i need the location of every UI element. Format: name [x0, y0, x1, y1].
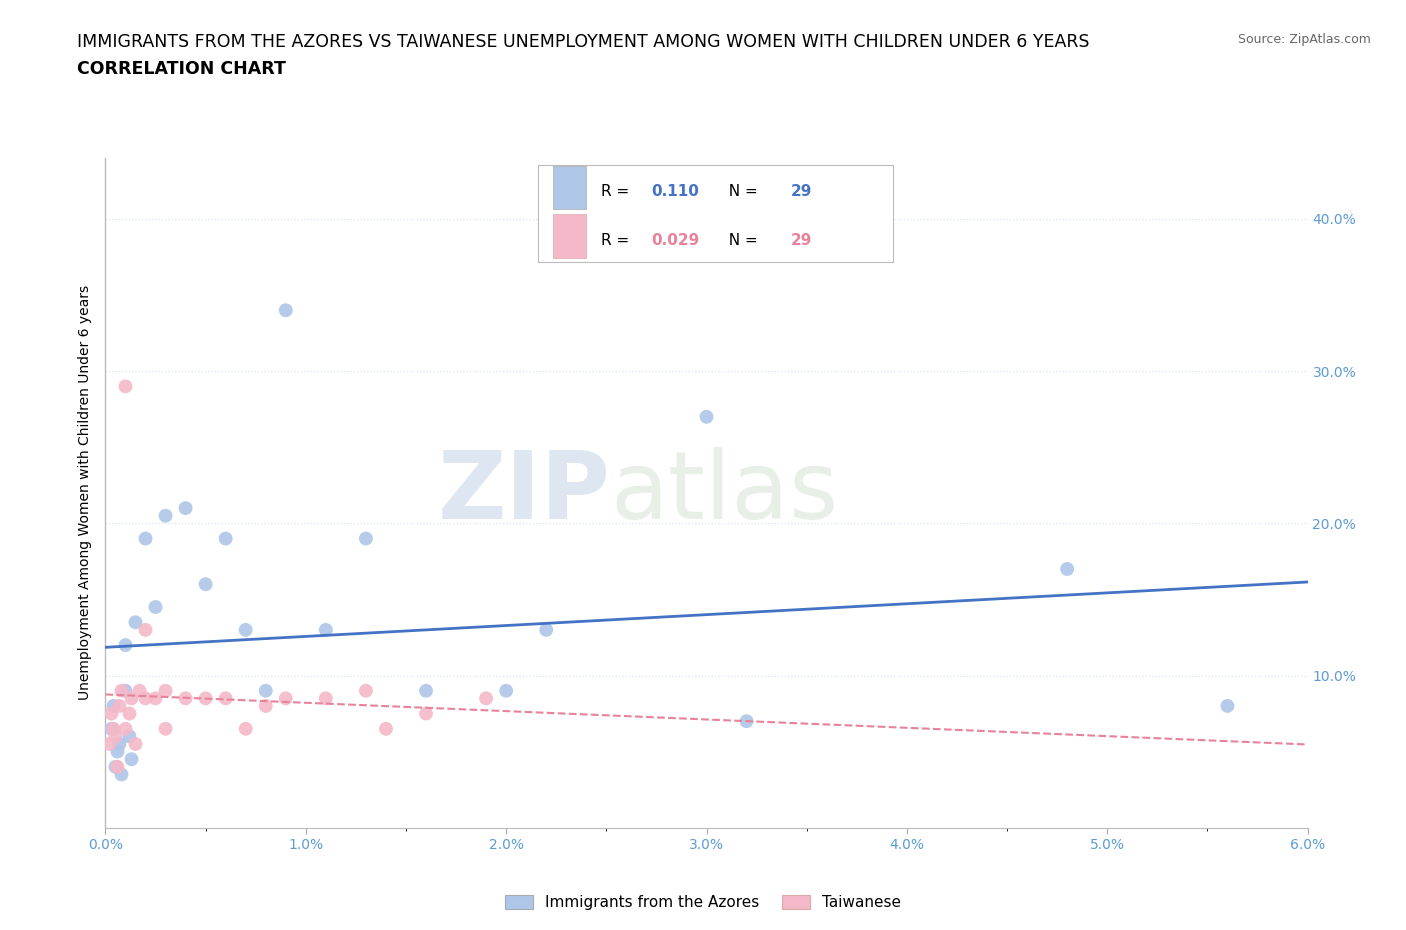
- Point: [135, 531, 157, 546]
- Point: [128, 684, 150, 698]
- Point: [274, 303, 297, 318]
- Text: atlas: atlas: [610, 447, 838, 538]
- Point: [534, 622, 557, 637]
- Point: [155, 722, 177, 737]
- Point: [110, 684, 132, 698]
- Point: [274, 691, 297, 706]
- Point: [735, 713, 758, 728]
- Point: [475, 691, 498, 706]
- Point: [235, 622, 257, 637]
- Point: [100, 722, 122, 737]
- Point: [174, 691, 197, 706]
- Point: [103, 722, 125, 737]
- Point: [254, 684, 277, 698]
- Point: [107, 760, 129, 775]
- Point: [214, 691, 236, 706]
- Point: [696, 409, 718, 424]
- Point: [104, 760, 127, 775]
- Point: [495, 684, 517, 698]
- Point: [174, 500, 197, 515]
- Text: ZIP: ZIP: [437, 447, 610, 538]
- Point: [118, 706, 141, 721]
- Point: [118, 729, 141, 744]
- Text: IMMIGRANTS FROM THE AZORES VS TAIWANESE UNEMPLOYMENT AMONG WOMEN WITH CHILDREN U: IMMIGRANTS FROM THE AZORES VS TAIWANESE …: [77, 33, 1090, 50]
- Point: [104, 729, 127, 744]
- Point: [108, 737, 131, 751]
- Point: [103, 698, 125, 713]
- Point: [1056, 562, 1078, 577]
- Point: [155, 509, 177, 524]
- Point: [108, 698, 131, 713]
- Point: [214, 531, 236, 546]
- Legend: Immigrants from the Azores, Taiwanese: Immigrants from the Azores, Taiwanese: [498, 887, 908, 918]
- Point: [114, 638, 136, 653]
- Point: [315, 691, 337, 706]
- Point: [194, 577, 217, 591]
- Point: [124, 737, 146, 751]
- Bar: [553, 166, 586, 209]
- Text: CORRELATION CHART: CORRELATION CHART: [77, 60, 287, 78]
- Point: [124, 615, 146, 630]
- Point: [354, 684, 377, 698]
- Text: Source: ZipAtlas.com: Source: ZipAtlas.com: [1237, 33, 1371, 46]
- Point: [121, 691, 143, 706]
- Text: R =: R =: [600, 184, 634, 199]
- Point: [415, 684, 437, 698]
- Point: [135, 691, 157, 706]
- Text: N =: N =: [718, 233, 762, 248]
- Point: [155, 684, 177, 698]
- Point: [114, 684, 136, 698]
- Point: [121, 751, 143, 766]
- Point: [98, 737, 121, 751]
- Point: [1216, 698, 1239, 713]
- Point: [107, 744, 129, 759]
- Y-axis label: Unemployment Among Women with Children Under 6 years: Unemployment Among Women with Children U…: [79, 286, 93, 700]
- Point: [254, 698, 277, 713]
- Point: [114, 379, 136, 393]
- Point: [145, 691, 167, 706]
- Point: [354, 531, 377, 546]
- Point: [114, 722, 136, 737]
- Point: [100, 706, 122, 721]
- Point: [315, 622, 337, 637]
- Text: R =: R =: [600, 233, 634, 248]
- Bar: [553, 215, 586, 258]
- Point: [135, 622, 157, 637]
- Bar: [538, 165, 893, 262]
- Text: 0.029: 0.029: [651, 233, 699, 248]
- Point: [194, 691, 217, 706]
- Point: [374, 722, 398, 737]
- Point: [415, 706, 437, 721]
- Point: [235, 722, 257, 737]
- Point: [145, 600, 167, 615]
- Text: 29: 29: [790, 233, 813, 248]
- Text: 0.110: 0.110: [651, 184, 699, 199]
- Text: 29: 29: [790, 184, 813, 199]
- Point: [110, 767, 132, 782]
- Text: N =: N =: [718, 184, 762, 199]
